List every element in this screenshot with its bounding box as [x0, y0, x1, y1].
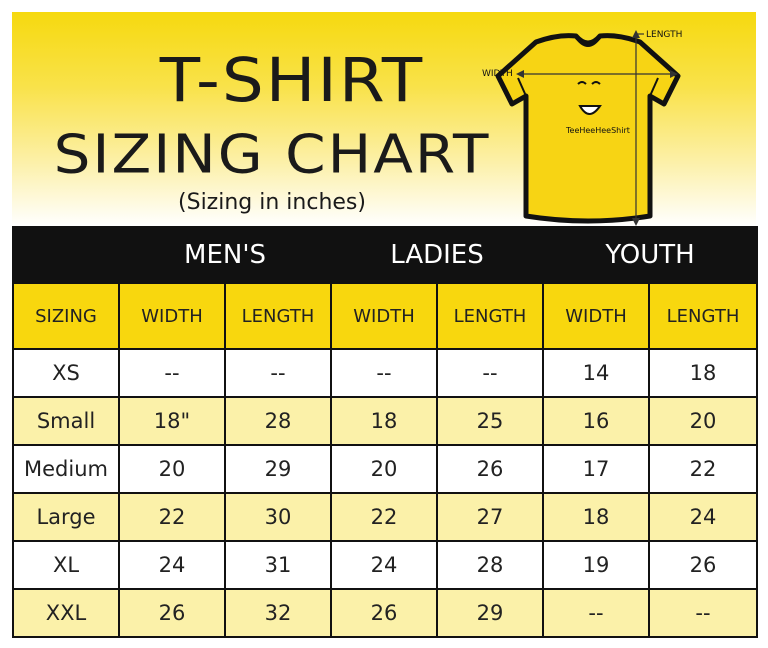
table-cell: 22 [118, 492, 226, 542]
table-cell: 32 [224, 588, 332, 638]
table-cell: 18 [647, 348, 759, 398]
table-cell: -- [224, 348, 332, 398]
table-cell: -- [436, 348, 544, 398]
table-row: XL 24 31 24 28 19 26 [12, 540, 759, 590]
shirt-brand-text: TeeHeeHeeShirt [566, 126, 630, 135]
group-youth: YOUTH [541, 226, 759, 284]
size-cell: Medium [12, 444, 120, 494]
length-label: LENGTH [646, 30, 683, 40]
column-header: WIDTH [542, 282, 650, 350]
header-banner: T-SHIRT SIZING CHART (Sizing in inches) [12, 12, 756, 226]
table-row: Medium 20 29 20 26 17 22 [12, 444, 759, 494]
table-row: XXL 26 32 26 29 -- -- [12, 588, 759, 638]
table-cell: 31 [224, 540, 332, 590]
table-cell: 30 [224, 492, 332, 542]
table-cell: 18" [118, 396, 226, 446]
table-cell: 25 [436, 396, 544, 446]
table-row: Small 18" 28 18 25 16 20 [12, 396, 759, 446]
group-ladies: LADIES [330, 226, 544, 284]
column-header: LENGTH [647, 282, 759, 350]
group-mens: MEN'S [118, 226, 332, 284]
table-cell: 20 [118, 444, 226, 494]
column-header: LENGTH [224, 282, 332, 350]
size-cell: XL [12, 540, 120, 590]
table-cell: -- [647, 588, 759, 638]
tshirt-icon [495, 30, 681, 226]
table-cell: 18 [542, 492, 650, 542]
table-cell: 28 [224, 396, 332, 446]
column-header-row: SIZING WIDTH LENGTH WIDTH LENGTH WIDTH L… [12, 282, 759, 350]
size-cell: XXL [12, 588, 120, 638]
column-header: SIZING [12, 282, 120, 350]
column-header: WIDTH [330, 282, 438, 350]
table-cell: 16 [542, 396, 650, 446]
table-cell: -- [330, 348, 438, 398]
table-cell: 27 [436, 492, 544, 542]
column-header: LENGTH [436, 282, 544, 350]
size-cell: Small [12, 396, 120, 446]
table-cell: 26 [118, 588, 226, 638]
tshirt-diagram: LENGTH WIDTH TeeHeeHeeShirt [478, 26, 698, 234]
title-line-2: SIZING CHART [53, 122, 491, 186]
group-header-blank [12, 226, 120, 284]
table-cell: 20 [647, 396, 759, 446]
table-cell: 29 [436, 588, 544, 638]
sizing-table: MEN'S LADIES YOUTH SIZING WIDTH LENGTH W… [12, 226, 759, 638]
table-cell: 26 [436, 444, 544, 494]
table-cell: 22 [330, 492, 438, 542]
table-cell: -- [118, 348, 226, 398]
size-cell: Large [12, 492, 120, 542]
title-line-1: T-SHIRT [159, 45, 425, 116]
size-cell: XS [12, 348, 120, 398]
table-row: XS -- -- -- -- 14 18 [12, 348, 759, 398]
table-cell: 17 [542, 444, 650, 494]
table-cell: 24 [647, 492, 759, 542]
table-cell: 24 [330, 540, 438, 590]
column-header: WIDTH [118, 282, 226, 350]
width-label: WIDTH [482, 69, 513, 79]
table-cell: 28 [436, 540, 544, 590]
subtitle: (Sizing in inches) [178, 190, 366, 215]
table-cell: 26 [647, 540, 759, 590]
table-cell: 18 [330, 396, 438, 446]
table-cell: 24 [118, 540, 226, 590]
table-cell: -- [542, 588, 650, 638]
group-header-row: MEN'S LADIES YOUTH [12, 226, 759, 284]
table-cell: 29 [224, 444, 332, 494]
table-cell: 26 [330, 588, 438, 638]
table-cell: 14 [542, 348, 650, 398]
table-cell: 20 [330, 444, 438, 494]
table-cell: 22 [647, 444, 759, 494]
table-row: Large 22 30 22 27 18 24 [12, 492, 759, 542]
table-cell: 19 [542, 540, 650, 590]
